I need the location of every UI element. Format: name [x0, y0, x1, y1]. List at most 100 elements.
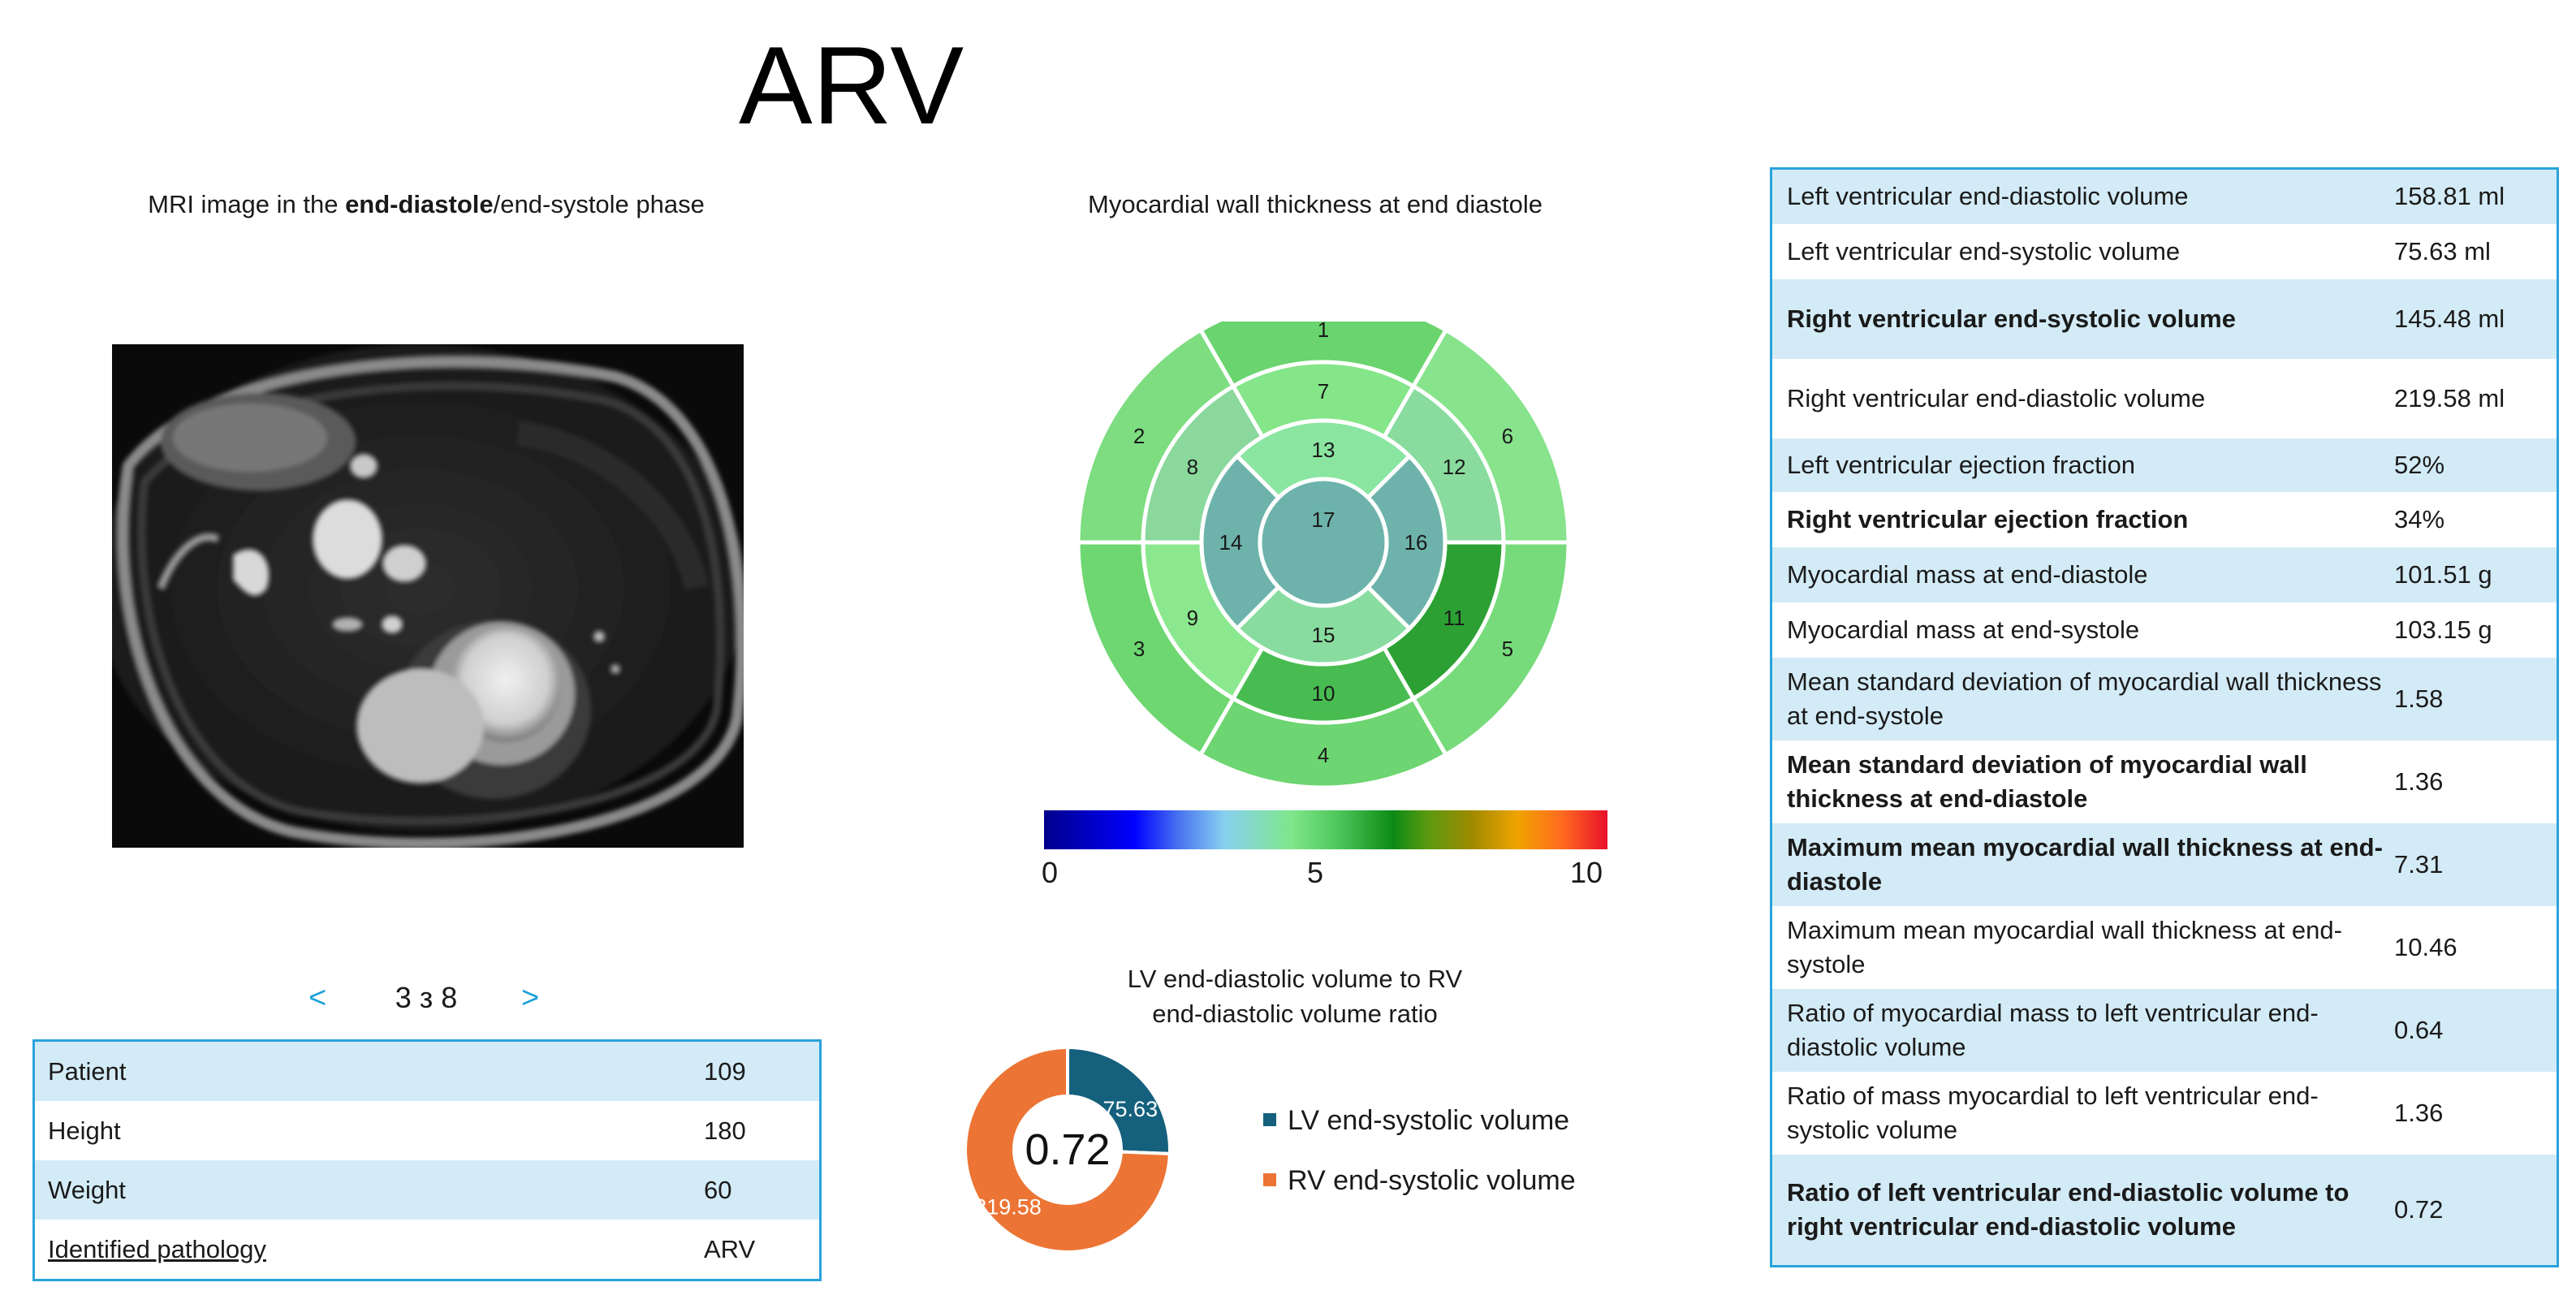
metrics-table: Left ventricular end-diastolic volume 158… — [1770, 167, 2559, 1267]
legend-label-rv: RV end-systolic volume — [1288, 1165, 1576, 1196]
metrics-row: Right ventricular end-systolic volume 145… — [1771, 279, 2558, 359]
mri-image-drawing — [112, 344, 744, 848]
metrics-row: Maximum mean myocardial wall thickness a… — [1771, 906, 2558, 989]
ratio-donut-chart: 75.63 219.58 0.72 — [964, 1045, 1171, 1254]
colorbar-min-label: 0 — [1042, 856, 1059, 889]
metric-value: 1.58 — [2394, 657, 2558, 741]
bullseye-segment-label: 9 — [1187, 606, 1198, 630]
patient-label: Patient — [33, 1040, 704, 1101]
donut-center-value: 0.72 — [1025, 1125, 1110, 1174]
bullseye-segment-label: 13 — [1312, 438, 1335, 462]
metric-label: Mean standard deviation of myocardial wa… — [1787, 749, 2307, 813]
legend-label-lv: LV end-systolic volume — [1288, 1105, 1570, 1136]
mri-image — [112, 344, 744, 848]
pathology-label: Identified pathology — [48, 1234, 266, 1263]
metrics-row: Mean standard deviation of myocardial wa… — [1771, 741, 2558, 823]
page-title: ARV — [739, 24, 964, 147]
metric-label: Ratio of left ventricular end-diastolic … — [1771, 1154, 2394, 1267]
bullseye-segment-label: 8 — [1187, 455, 1198, 479]
metric-value: 145.48 ml — [2394, 279, 2558, 359]
metric-label: Ratio of myocardial mass to left ventric… — [1771, 988, 2394, 1072]
colorbar-mid-label: 5 — [1307, 856, 1324, 889]
metrics-row: Left ventricular ejection fraction 52% — [1771, 438, 2558, 492]
weight-row: Weight 60 — [33, 1160, 821, 1220]
metric-value: 1.36 — [2394, 766, 2444, 796]
weight-value: 60 — [704, 1160, 821, 1220]
image-page-indicator: 3 з 8 — [395, 981, 458, 1014]
metrics-row: Left ventricular end-systolic volume 75.6… — [1771, 224, 2558, 279]
bullseye-segment-label: 17 — [1312, 507, 1335, 532]
metric-label: Left ventricular end-systolic volume — [1787, 236, 2181, 266]
metric-value: 7.31 — [2394, 823, 2558, 906]
metric-label: Left ventricular ejection fraction — [1771, 438, 2394, 492]
bullseye-segment-label: 16 — [1405, 530, 1428, 555]
bullseye-segment-label: 4 — [1318, 743, 1329, 767]
metric-label: Myocardial mass at end-diastole — [1771, 546, 2394, 602]
ratio-caption-line2: end-diastolic volume ratio — [1152, 1000, 1438, 1028]
weight-label: Weight — [33, 1160, 704, 1220]
donut-slice-label: 75.63 — [1103, 1097, 1159, 1121]
metric-value: 101.51 g — [2394, 546, 2558, 602]
bullseye-segment-17 — [1258, 477, 1389, 608]
mri-caption: MRI image in the end-diastole/end-systol… — [49, 188, 804, 221]
ratio-caption-line1: LV end-diastolic volume to RV — [1127, 965, 1463, 993]
metric-label: Myocardial mass at end-systole — [1787, 615, 2140, 644]
patient-value: 109 — [704, 1040, 821, 1101]
metrics-row: Myocardial mass at end-systole 103.15 g — [1771, 602, 2558, 658]
legend-item-lv: LV end-systolic volume — [1263, 1103, 1569, 1138]
height-label: Height — [48, 1116, 121, 1145]
ratio-chart-caption: LV end-diastolic volume to RV end-diasto… — [1031, 961, 1559, 1031]
metric-value: 0.64 — [2394, 988, 2558, 1072]
bullseye-caption: Myocardial wall thickness at end diastol… — [1088, 190, 1543, 218]
bullseye-segment-label: 14 — [1219, 530, 1243, 555]
prev-image-button[interactable]: < — [309, 981, 327, 1015]
metrics-row: Ratio of myocardial mass to left ventric… — [1771, 988, 2558, 1072]
metric-value: 34% — [2394, 504, 2445, 533]
metrics-row: Myocardial mass at end-diastole 101.51 g — [1771, 546, 2558, 602]
metric-label: Mean standard deviation of myocardial wa… — [1771, 657, 2394, 741]
bullseye-segment-label: 11 — [1443, 606, 1465, 630]
legend-swatch-rv — [1263, 1173, 1276, 1187]
donut-slice-lv — [1066, 1045, 1171, 1155]
mri-caption-post: /end-systole phase — [493, 190, 705, 218]
mri-caption-pre: MRI image in the — [148, 190, 346, 218]
bullseye-segment-label: 15 — [1312, 623, 1335, 647]
metric-value: 0.72 — [2394, 1154, 2558, 1267]
metric-label: Right ventricular ejection fraction — [1787, 504, 2189, 533]
metric-value: 103.15 g — [2394, 615, 2492, 644]
metric-value: 1.36 — [2394, 1098, 2444, 1127]
patient-info-table: Patient 109 Height 180 Weight 60 Identif… — [32, 1039, 822, 1281]
metric-value: 52% — [2394, 438, 2558, 492]
metric-label: Ratio of mass myocardial to left ventric… — [1787, 1081, 2319, 1144]
metrics-row: Right ventricular ejection fraction 34% — [1771, 492, 2558, 547]
metric-label: Maximum mean myocardial wall thickness a… — [1771, 823, 2394, 906]
patient-row: Patient 109 — [33, 1040, 821, 1101]
donut-slice-label: 219.58 — [974, 1195, 1042, 1220]
metric-label: Right ventricular end-diastolic volume — [1787, 383, 2206, 412]
mri-caption-bold: end-diastole — [345, 190, 494, 218]
colorbar — [1044, 810, 1607, 849]
height-value: 180 — [704, 1116, 746, 1145]
metric-value: 75.63 ml — [2394, 236, 2491, 266]
metrics-row: Ratio of mass myocardial to left ventric… — [1771, 1072, 2558, 1155]
height-row: Height 180 — [34, 1101, 821, 1160]
metrics-row: Ratio of left ventricular end-diastolic … — [1771, 1154, 2558, 1267]
metric-label: Maximum mean myocardial wall thickness a… — [1787, 915, 2342, 978]
donut-slice-rv — [964, 1045, 1171, 1254]
metric-label: Left ventricular end-diastolic volume — [1771, 168, 2394, 224]
bullseye-segment-label: 10 — [1312, 681, 1335, 706]
metrics-row: Left ventricular end-diastolic volume 158… — [1771, 168, 2558, 224]
bullseye-segment-label: 12 — [1443, 455, 1466, 479]
bullseye-segment-label: 7 — [1318, 379, 1329, 404]
metric-value: 219.58 ml — [2394, 383, 2505, 412]
metrics-row: Maximum mean myocardial wall thickness a… — [1771, 823, 2558, 906]
next-image-button[interactable]: > — [521, 981, 540, 1015]
legend-item-rv: RV end-systolic volume — [1263, 1163, 1576, 1198]
metrics-row: Mean standard deviation of myocardial wa… — [1771, 657, 2558, 741]
metric-label: Right ventricular end-systolic volume — [1771, 279, 2394, 359]
bullseye-segment-label: 5 — [1502, 637, 1513, 661]
metric-value: 10.46 — [2394, 932, 2457, 961]
bullseye-segment-label: 6 — [1502, 424, 1513, 448]
metric-value: 158.81 ml — [2394, 168, 2558, 224]
